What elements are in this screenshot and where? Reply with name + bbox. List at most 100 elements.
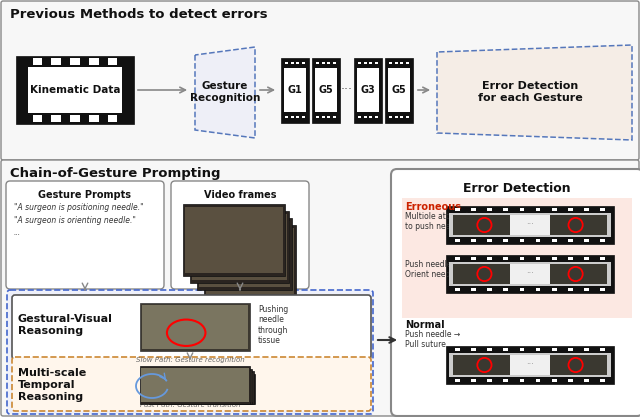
Bar (296, 116, 300, 118)
Bar (471, 348, 476, 351)
Text: G5: G5 (392, 85, 406, 95)
Bar (584, 208, 589, 211)
Bar (333, 116, 336, 118)
Bar (471, 379, 476, 382)
Bar (327, 62, 330, 64)
Text: ···: ··· (341, 83, 353, 96)
Bar (327, 116, 330, 118)
Bar (364, 116, 367, 118)
Bar (520, 239, 524, 242)
Bar (487, 239, 492, 242)
Bar (536, 257, 540, 260)
Bar (296, 62, 300, 64)
FancyBboxPatch shape (7, 290, 373, 414)
Bar (389, 62, 392, 64)
Text: Multi-scale
Temporal
Reasoning: Multi-scale Temporal Reasoning (18, 368, 86, 402)
Bar (568, 208, 573, 211)
Text: Slow Path: Gesture recognition: Slow Path: Gesture recognition (136, 357, 244, 363)
Bar (375, 62, 378, 64)
Bar (322, 116, 324, 118)
Bar (455, 208, 460, 211)
Bar (600, 257, 605, 260)
Bar (28, 67, 122, 113)
Bar (369, 62, 372, 64)
Bar (108, 115, 118, 122)
Bar (284, 68, 306, 112)
Bar (333, 62, 336, 64)
Bar (395, 62, 397, 64)
Bar (70, 115, 81, 122)
Bar (395, 62, 397, 64)
Text: Chain-of-Gesture Prompting: Chain-of-Gesture Prompting (10, 167, 221, 180)
Bar (471, 208, 476, 211)
Text: Fast Path: Gesture transition: Fast Path: Gesture transition (140, 402, 240, 408)
Bar (358, 62, 361, 64)
Bar (401, 116, 403, 118)
Bar (142, 305, 248, 349)
Text: Pushing
needle
through
tissue: Pushing needle through tissue (258, 305, 289, 345)
Bar (159, 373, 253, 402)
Bar (520, 208, 524, 211)
Bar (369, 116, 372, 118)
Text: Push needle →
Orient needle: Push needle → Orient needle (405, 260, 460, 279)
Bar (322, 116, 324, 118)
Bar (322, 62, 324, 64)
Bar (150, 371, 251, 402)
Bar (453, 215, 510, 235)
Bar (455, 239, 460, 242)
Bar (455, 379, 460, 382)
Bar (552, 288, 557, 291)
Text: ···: ··· (526, 221, 534, 229)
Bar (315, 68, 337, 112)
Bar (369, 62, 372, 64)
Bar (446, 346, 614, 384)
Bar (168, 376, 255, 402)
Bar (140, 303, 250, 351)
Text: G3: G3 (360, 85, 376, 95)
Bar (185, 207, 283, 273)
Bar (316, 116, 319, 118)
Bar (70, 115, 79, 122)
Bar (395, 116, 397, 118)
Bar (389, 116, 392, 118)
Bar (197, 218, 292, 290)
Bar (504, 239, 508, 242)
Bar (51, 115, 61, 122)
Bar (375, 62, 378, 64)
Bar (550, 355, 607, 375)
Bar (333, 116, 336, 118)
Bar (375, 116, 378, 118)
Bar (190, 211, 289, 283)
Bar (88, 115, 99, 122)
Bar (471, 239, 476, 242)
Bar (358, 62, 361, 64)
Bar (455, 348, 460, 351)
Bar (600, 379, 605, 382)
Bar (204, 225, 296, 297)
Bar (89, 58, 99, 65)
Text: Gestural-Visual
Reasoning: Gestural-Visual Reasoning (18, 314, 113, 336)
Bar (192, 214, 287, 280)
Bar (471, 288, 476, 291)
Bar (568, 239, 573, 242)
Bar (536, 208, 540, 211)
Bar (504, 208, 508, 211)
Bar (291, 62, 294, 64)
Bar (600, 208, 605, 211)
Bar (108, 58, 117, 65)
Bar (471, 257, 476, 260)
FancyBboxPatch shape (6, 181, 164, 289)
Bar (316, 62, 319, 64)
Bar (510, 215, 550, 235)
Bar (453, 355, 510, 375)
Bar (357, 68, 379, 112)
Bar (520, 288, 524, 291)
Bar (296, 116, 299, 118)
Bar (536, 239, 540, 242)
FancyBboxPatch shape (1, 160, 639, 416)
Bar (33, 115, 42, 122)
Bar (600, 288, 605, 291)
Bar (536, 348, 540, 351)
Bar (402, 198, 632, 318)
Bar (89, 115, 99, 122)
